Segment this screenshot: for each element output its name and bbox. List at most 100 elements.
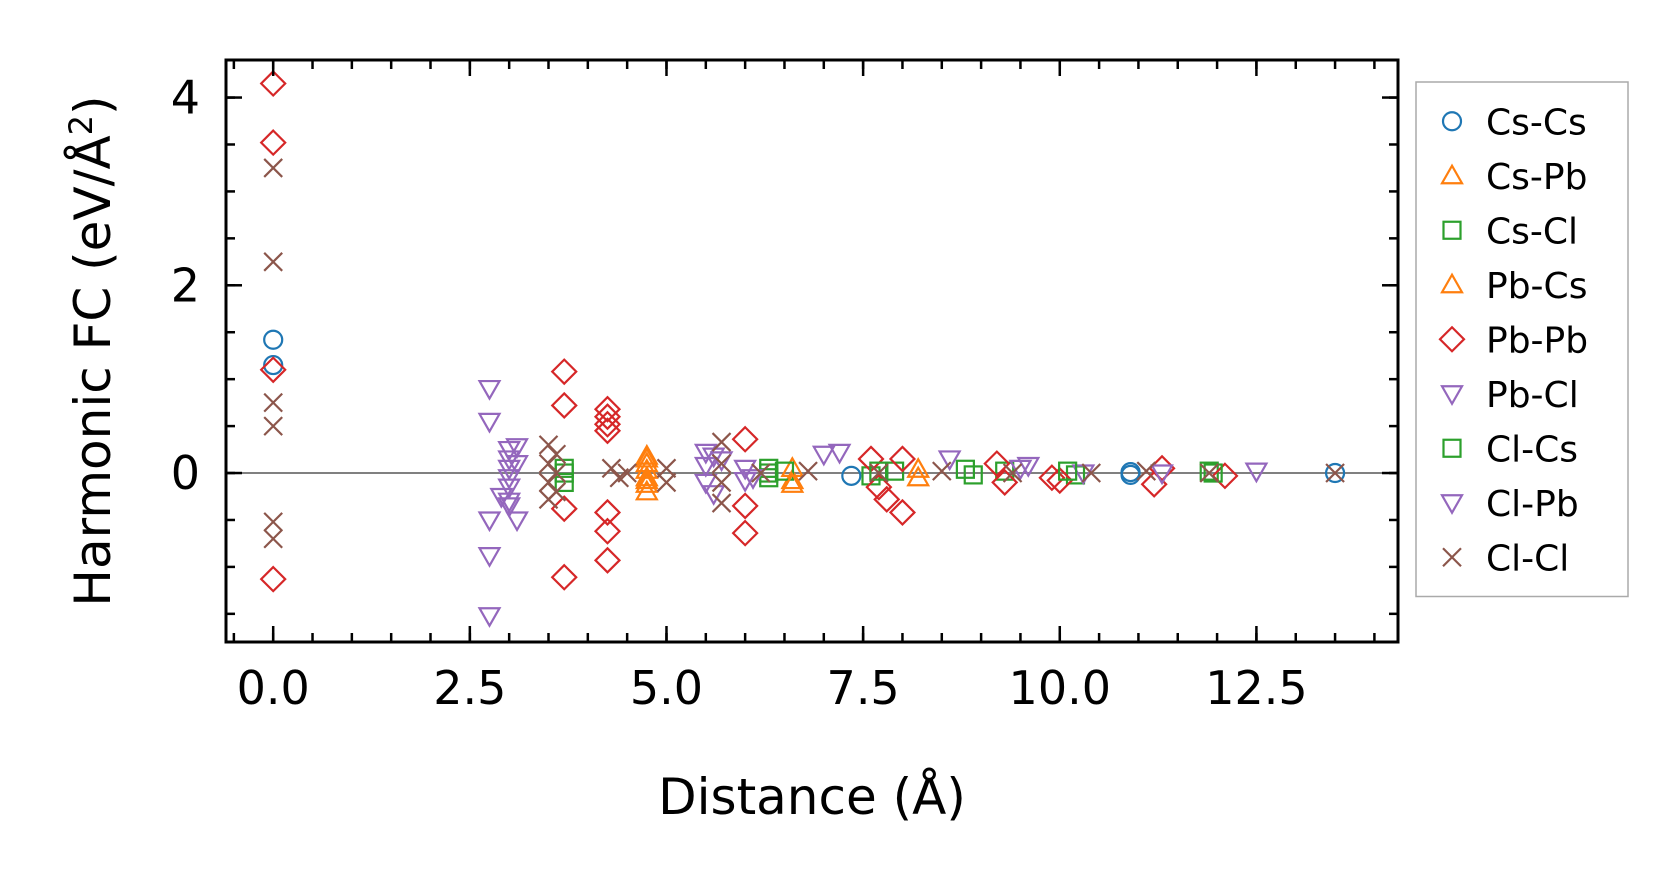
point-pb-cl bbox=[477, 607, 502, 628]
point-pb-cl bbox=[811, 445, 836, 467]
point-cs-cs bbox=[841, 465, 862, 486]
point-cl-cl bbox=[546, 463, 567, 483]
point-cl-cl bbox=[546, 444, 567, 465]
point-pb-pb bbox=[593, 546, 622, 574]
series-pb-cs bbox=[634, 446, 931, 493]
point-pb-pb bbox=[593, 403, 622, 431]
point-cl-cl bbox=[263, 416, 283, 436]
point-pb-cs bbox=[780, 472, 805, 493]
point-pb-cl bbox=[505, 511, 529, 533]
point-cl-cl bbox=[711, 493, 732, 513]
point-cl-cl bbox=[711, 472, 732, 493]
point-cl-cs bbox=[869, 461, 889, 481]
legend-marker-cs-cs bbox=[1441, 111, 1463, 132]
point-pb-pb bbox=[991, 468, 1019, 496]
x-tick-label: 5.0 bbox=[630, 661, 703, 715]
point-cl-cs bbox=[963, 465, 983, 485]
legend-entry-pb-pb: Pb-Pb bbox=[1438, 320, 1588, 361]
series-pb-pb bbox=[259, 69, 1239, 593]
point-pb-pb bbox=[593, 410, 622, 438]
legend-marker-cs-cl bbox=[1442, 220, 1462, 240]
legend-label-pb-pb: Pb-Pb bbox=[1486, 320, 1588, 361]
point-cl-cl bbox=[656, 472, 677, 493]
x-tick-label: 2.5 bbox=[433, 661, 506, 715]
point-pb-cl bbox=[477, 511, 502, 533]
x-tick-label: 0.0 bbox=[237, 661, 310, 715]
data-points bbox=[259, 69, 1346, 628]
point-pb-pb bbox=[983, 450, 1011, 478]
plot-frame bbox=[224, 58, 1400, 644]
point-pb-cl bbox=[1244, 462, 1269, 484]
point-pb-pb bbox=[550, 563, 578, 591]
point-cl-cl bbox=[263, 158, 283, 178]
point-pb-cl bbox=[693, 473, 718, 495]
point-pb-pb bbox=[550, 358, 578, 386]
point-cl-pb bbox=[1016, 456, 1041, 478]
point-cl-pb bbox=[497, 497, 522, 519]
y-tick-label: 4 bbox=[171, 71, 200, 125]
y-tick-label: 2 bbox=[171, 258, 200, 312]
point-pb-cl bbox=[701, 485, 726, 506]
legend-marker-pb-cl bbox=[1440, 385, 1464, 406]
legend-entry-pb-cs: Pb-Cs bbox=[1440, 266, 1587, 307]
point-cl-cl bbox=[546, 482, 567, 502]
y-axis-title-close: ) bbox=[64, 95, 122, 115]
point-pb-cl bbox=[827, 443, 852, 465]
point-pb-pb bbox=[550, 391, 578, 420]
point-cl-cs bbox=[1058, 461, 1078, 481]
legend-label-pb-cl: Pb-Cl bbox=[1486, 375, 1579, 416]
point-cl-cl bbox=[617, 463, 637, 483]
point-cs-cs bbox=[1324, 462, 1346, 484]
legend-marker-cl-cs bbox=[1442, 438, 1462, 458]
point-cs-cl bbox=[774, 461, 795, 481]
point-pb-pb bbox=[259, 129, 287, 157]
legend-label-cl-cs: Cl-Cs bbox=[1486, 429, 1578, 470]
point-cs-pb bbox=[634, 457, 659, 479]
point-cl-cl bbox=[1002, 463, 1023, 483]
point-cl-cl bbox=[263, 392, 283, 413]
point-pb-pb bbox=[731, 519, 759, 547]
point-cs-pb bbox=[634, 443, 659, 465]
legend-marker-pb-pb bbox=[1438, 325, 1466, 353]
legend-entry-pb-cl: Pb-Cl bbox=[1440, 375, 1579, 416]
point-pb-cl bbox=[693, 456, 718, 478]
point-cl-cs bbox=[1203, 463, 1223, 483]
point-cs-cs bbox=[263, 329, 284, 350]
point-pb-pb bbox=[593, 498, 622, 527]
series-cl-pb bbox=[489, 438, 1174, 519]
point-cs-pb bbox=[634, 465, 659, 487]
legend-label-pb-cs: Pb-Cs bbox=[1486, 266, 1587, 307]
point-pb-pb bbox=[888, 498, 917, 527]
point-pb-cl bbox=[477, 547, 502, 568]
point-pb-cl bbox=[693, 443, 718, 465]
legend-entry-cs-cl: Cs-Cl bbox=[1442, 211, 1578, 252]
point-pb-pb bbox=[731, 492, 759, 520]
point-cl-cl bbox=[932, 461, 952, 481]
legend-label-cs-pb: Cs-Pb bbox=[1486, 157, 1587, 198]
point-cl-pb bbox=[505, 438, 529, 459]
point-cs-cs bbox=[263, 354, 284, 376]
point-cl-pb bbox=[1150, 464, 1174, 486]
point-pb-pb bbox=[593, 395, 622, 423]
y-axis-title-main: Harmonic FC (eV/Å bbox=[64, 135, 122, 606]
point-pb-cs bbox=[634, 468, 659, 490]
point-cl-cl bbox=[869, 463, 889, 483]
point-cl-pb bbox=[741, 469, 765, 490]
point-cl-cl bbox=[1136, 461, 1157, 481]
legend-entry-cl-cs: Cl-Cs bbox=[1442, 429, 1578, 470]
y-axis-title: Harmonic FC (eV/Å2) bbox=[62, 95, 122, 606]
point-pb-pb bbox=[593, 517, 622, 545]
point-pb-pb bbox=[259, 69, 287, 98]
point-pb-pb bbox=[550, 495, 578, 523]
point-pb-pb bbox=[593, 417, 622, 445]
x-tick-label: 7.5 bbox=[827, 661, 900, 715]
legend-entry-cl-cl: Cl-Cl bbox=[1442, 538, 1569, 579]
point-pb-cl bbox=[477, 379, 502, 401]
point-cl-cl bbox=[1325, 463, 1345, 483]
point-pb-pb bbox=[1211, 462, 1239, 490]
point-pb-pb bbox=[259, 565, 287, 593]
point-pb-cl bbox=[937, 450, 962, 472]
point-pb-pb bbox=[888, 445, 917, 473]
legend-marker-cs-pb bbox=[1440, 163, 1464, 185]
